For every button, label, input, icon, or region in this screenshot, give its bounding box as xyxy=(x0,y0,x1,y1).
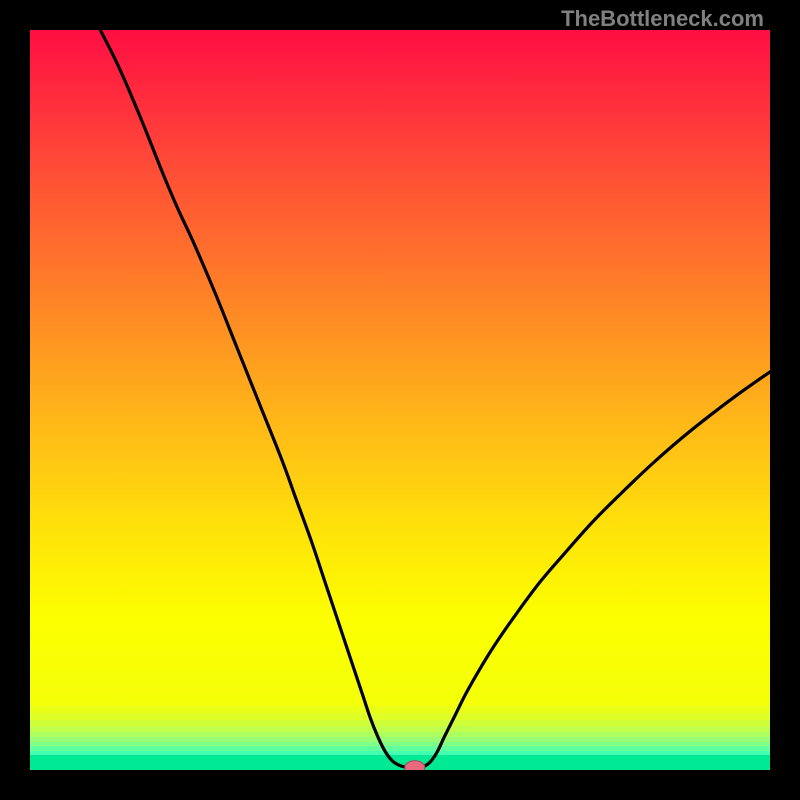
optimal-point-marker xyxy=(405,761,425,770)
bottleneck-curve-chart xyxy=(30,30,770,770)
curve-right-branch xyxy=(415,372,770,768)
plot-area xyxy=(30,30,770,770)
watermark-label: TheBottleneck.com xyxy=(561,6,764,32)
chart-frame: TheBottleneck.com xyxy=(0,0,800,800)
curve-left-branch xyxy=(100,30,415,768)
